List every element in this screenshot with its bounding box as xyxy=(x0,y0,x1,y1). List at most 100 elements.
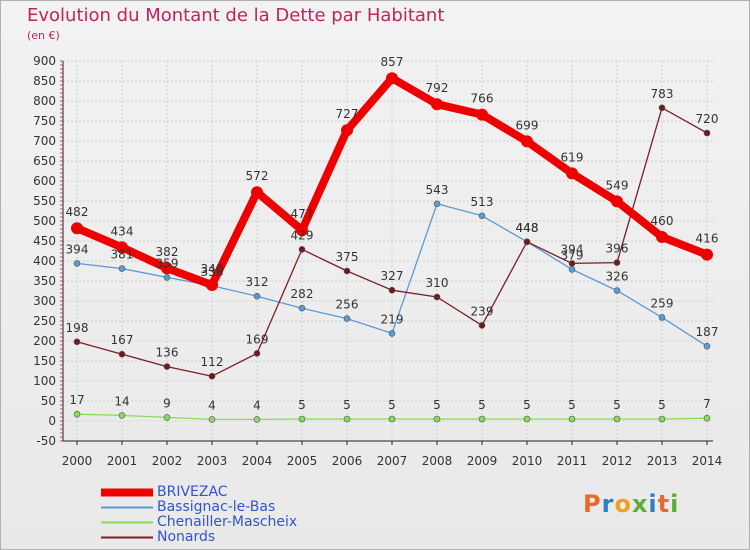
legend-swatch-bassignac xyxy=(101,506,153,509)
data-label-brivezac: 477 xyxy=(291,207,314,221)
data-label-nonards: 167 xyxy=(111,333,134,347)
data-point-brivezac xyxy=(521,135,533,148)
data-label-brivezac: 382 xyxy=(156,245,179,259)
data-point-nonards xyxy=(298,246,306,253)
data-label-brivezac: 857 xyxy=(381,55,404,69)
legend-swatch-brivezac xyxy=(101,488,153,497)
x-tick-label: 2013 xyxy=(647,454,678,468)
data-point-bassignac-le-bas xyxy=(658,314,666,321)
y-tick-label: 50 xyxy=(41,394,56,408)
logo-letter: t xyxy=(657,490,671,518)
data-point-nonards xyxy=(118,350,126,358)
data-label-bassignac-le-bas: 219 xyxy=(381,312,404,326)
proxiti-logo: Proxiti xyxy=(583,490,679,518)
y-tick-label: 800 xyxy=(33,94,56,108)
data-point-brivezac xyxy=(566,167,578,180)
data-point-chenailler-mascheix xyxy=(388,415,396,423)
data-point-chenailler-mascheix xyxy=(658,415,666,423)
x-tick-label: 2003 xyxy=(197,454,228,468)
data-label-nonards: 239 xyxy=(471,304,494,318)
data-point-nonards xyxy=(478,322,486,329)
legend-swatch-chenailler xyxy=(101,521,153,524)
data-point-nonards xyxy=(523,238,531,246)
y-tick-label: 400 xyxy=(33,254,56,268)
x-tick-label: 2012 xyxy=(602,454,633,468)
data-label-chenailler-mascheix: 14 xyxy=(114,394,129,408)
data-label-nonards: 448 xyxy=(516,221,539,235)
data-point-nonards xyxy=(388,286,396,294)
data-point-bassignac-le-bas xyxy=(433,200,441,208)
data-label-bassignac-le-bas: 282 xyxy=(291,287,314,301)
legend-label-bassignac: Bassignac-le-Bas xyxy=(157,499,276,515)
y-tick-label: 200 xyxy=(33,334,56,348)
x-tick-label: 2008 xyxy=(422,454,453,468)
data-label-nonards: 327 xyxy=(381,269,404,283)
data-point-brivezac xyxy=(386,72,398,85)
data-label-nonards: 396 xyxy=(606,242,629,256)
data-point-chenailler-mascheix xyxy=(73,410,81,418)
data-label-bassignac-le-bas: 312 xyxy=(246,275,269,289)
data-point-brivezac xyxy=(611,195,623,208)
data-point-chenailler-mascheix xyxy=(253,416,261,423)
data-label-bassignac-le-bas: 543 xyxy=(426,183,449,197)
chart-title: Evolution du Montant de la Dette par Hab… xyxy=(27,5,445,26)
data-label-chenailler-mascheix: 5 xyxy=(433,398,441,412)
data-label-bassignac-le-bas: 379 xyxy=(561,248,584,262)
data-label-brivezac: 482 xyxy=(66,205,89,219)
data-label-bassignac-le-bas: 338 xyxy=(201,265,224,279)
data-point-chenailler-mascheix xyxy=(163,414,171,421)
y-tick-label: 650 xyxy=(33,154,56,168)
data-label-bassignac-le-bas: 513 xyxy=(471,195,494,209)
x-tick-label: 2007 xyxy=(377,454,408,468)
data-point-brivezac xyxy=(251,186,263,199)
data-label-brivezac: 572 xyxy=(246,169,269,183)
data-point-bassignac-le-bas xyxy=(613,287,621,294)
data-point-bassignac-le-bas xyxy=(388,330,396,337)
data-label-bassignac-le-bas: 359 xyxy=(156,256,179,270)
legend-item-bassignac: Bassignac-le-Bas xyxy=(101,500,297,515)
legend-item-nonards: Nonards xyxy=(101,530,297,545)
legend: BRIVEZAC Bassignac-le-Bas Chenailler-Mas… xyxy=(101,485,297,545)
y-tick-label: 900 xyxy=(33,54,56,68)
data-point-brivezac xyxy=(161,262,173,275)
data-point-bassignac-le-bas xyxy=(163,274,171,281)
data-label-chenailler-mascheix: 5 xyxy=(388,398,396,412)
data-label-chenailler-mascheix: 5 xyxy=(298,398,306,412)
logo-letter: i xyxy=(670,490,680,518)
data-point-nonards xyxy=(613,259,621,266)
data-label-chenailler-mascheix: 5 xyxy=(658,398,666,412)
data-label-chenailler-mascheix: 5 xyxy=(568,398,576,412)
data-point-brivezac xyxy=(656,231,668,243)
legend-label-chenailler: Chenailler-Mascheix xyxy=(157,514,298,530)
logo-letter: o xyxy=(614,490,632,518)
data-point-chenailler-mascheix xyxy=(343,415,351,423)
x-tick-label: 2011 xyxy=(557,454,588,468)
data-label-chenailler-mascheix: 7 xyxy=(703,397,711,411)
data-point-nonards xyxy=(163,363,171,370)
chart-subtitle: (en €) xyxy=(27,29,60,42)
y-tick-label: 150 xyxy=(33,354,56,368)
y-tick-label: 700 xyxy=(33,134,56,148)
x-tick-label: 2001 xyxy=(107,454,138,468)
data-point-nonards xyxy=(658,104,666,112)
data-point-nonards xyxy=(253,350,261,357)
data-label-nonards: 198 xyxy=(66,321,89,335)
data-point-bassignac-le-bas xyxy=(253,292,261,300)
data-label-brivezac: 699 xyxy=(516,118,539,132)
legend-swatch-nonards xyxy=(101,536,153,539)
x-tick-label: 2006 xyxy=(332,454,363,468)
logo-letter: x xyxy=(631,490,649,518)
data-point-brivezac xyxy=(431,98,443,111)
data-point-chenailler-mascheix xyxy=(118,412,126,419)
data-point-brivezac xyxy=(116,241,128,254)
data-label-bassignac-le-bas: 187 xyxy=(696,325,719,339)
logo-letter: r xyxy=(601,490,615,518)
data-point-bassignac-le-bas xyxy=(298,304,306,312)
data-point-nonards xyxy=(433,293,441,301)
data-label-chenailler-mascheix: 17 xyxy=(69,393,84,407)
data-point-chenailler-mascheix xyxy=(433,415,441,423)
data-point-brivezac xyxy=(476,108,488,121)
x-tick-label: 2000 xyxy=(62,454,93,468)
y-tick-label: -50 xyxy=(36,434,56,448)
data-point-chenailler-mascheix xyxy=(208,416,216,423)
